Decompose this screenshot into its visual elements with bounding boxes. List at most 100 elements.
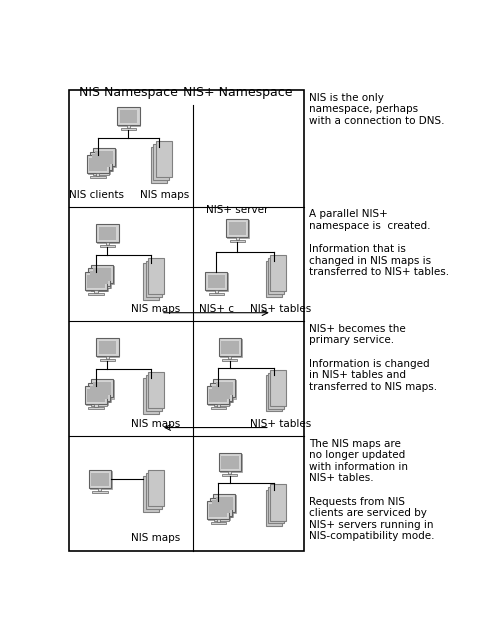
Text: A parallel NIS+
namespace is  created.

Information that is
changed in NIS maps : A parallel NIS+ namespace is created. In…: [309, 210, 449, 278]
Bar: [219, 453, 241, 471]
Bar: [222, 474, 238, 476]
Bar: [117, 107, 140, 125]
Bar: [85, 386, 107, 404]
Bar: [89, 384, 111, 402]
Bar: [96, 173, 100, 176]
Bar: [143, 263, 159, 300]
Bar: [153, 144, 170, 180]
Bar: [86, 388, 108, 406]
Text: NIS+ c: NIS+ c: [199, 304, 234, 314]
Bar: [207, 386, 229, 404]
Bar: [213, 519, 229, 520]
Bar: [96, 169, 112, 172]
Bar: [98, 286, 101, 290]
Bar: [266, 490, 282, 526]
Bar: [230, 240, 245, 242]
Bar: [236, 237, 239, 240]
Bar: [88, 156, 110, 174]
Bar: [89, 270, 111, 288]
Bar: [210, 497, 232, 515]
Bar: [87, 155, 109, 173]
Bar: [268, 258, 284, 295]
Text: NIS+ server: NIS+ server: [206, 205, 269, 215]
Bar: [205, 271, 227, 290]
Bar: [92, 155, 110, 167]
Bar: [270, 484, 286, 520]
Bar: [208, 275, 225, 288]
Text: NIS Namespace: NIS Namespace: [79, 86, 178, 99]
Bar: [215, 290, 218, 293]
Bar: [97, 339, 119, 358]
Bar: [90, 271, 108, 285]
Bar: [213, 494, 236, 512]
Bar: [146, 375, 162, 411]
Bar: [215, 497, 233, 510]
Bar: [268, 373, 284, 409]
Bar: [212, 500, 230, 514]
Bar: [91, 290, 107, 291]
Bar: [266, 261, 282, 297]
Bar: [208, 502, 230, 520]
Bar: [221, 456, 239, 469]
Text: The NIS maps are
no longer updated
with information in
NIS+ tables.

Requests fr: The NIS maps are no longer updated with …: [309, 439, 435, 542]
Bar: [91, 472, 108, 485]
Bar: [99, 341, 116, 354]
Bar: [216, 400, 232, 402]
Bar: [227, 220, 249, 238]
Bar: [69, 90, 304, 550]
Bar: [98, 488, 102, 490]
Bar: [143, 378, 159, 414]
Bar: [92, 381, 114, 399]
Bar: [213, 404, 229, 406]
Bar: [228, 356, 231, 359]
Bar: [228, 471, 231, 474]
Text: NIS maps: NIS maps: [131, 304, 180, 314]
Bar: [90, 470, 112, 489]
Bar: [93, 268, 111, 281]
Bar: [213, 379, 236, 397]
Bar: [91, 153, 113, 171]
Bar: [214, 381, 236, 399]
Text: NIS clients: NIS clients: [69, 190, 124, 200]
Bar: [91, 404, 107, 406]
Bar: [210, 389, 227, 402]
Bar: [148, 470, 164, 506]
Bar: [215, 383, 233, 395]
Bar: [93, 149, 115, 167]
Bar: [95, 151, 113, 164]
Bar: [216, 515, 232, 517]
Bar: [268, 487, 284, 524]
Bar: [88, 268, 110, 286]
Bar: [211, 522, 226, 524]
Text: NIS maps: NIS maps: [131, 419, 180, 429]
Bar: [90, 176, 106, 178]
Bar: [86, 273, 108, 291]
Bar: [118, 108, 141, 126]
Bar: [223, 397, 226, 400]
Bar: [97, 338, 118, 356]
Bar: [211, 384, 233, 402]
Bar: [91, 379, 113, 397]
Bar: [94, 286, 110, 288]
Bar: [85, 271, 107, 290]
Bar: [148, 258, 164, 294]
Bar: [88, 407, 104, 409]
Bar: [89, 470, 111, 488]
Bar: [127, 125, 130, 128]
Bar: [210, 383, 232, 401]
Bar: [93, 172, 109, 175]
Bar: [89, 158, 107, 171]
Bar: [87, 389, 105, 402]
Bar: [99, 227, 116, 240]
Bar: [146, 473, 162, 509]
Bar: [220, 401, 223, 404]
Bar: [97, 225, 119, 243]
Bar: [97, 223, 118, 241]
Text: NIS maps: NIS maps: [140, 190, 189, 200]
Bar: [92, 266, 114, 285]
Bar: [100, 359, 115, 361]
Bar: [211, 499, 233, 517]
Bar: [120, 110, 138, 123]
Text: NIS is the only
namespace, perhaps
with a connection to DNS.: NIS is the only namespace, perhaps with …: [309, 92, 445, 126]
Bar: [88, 293, 104, 295]
